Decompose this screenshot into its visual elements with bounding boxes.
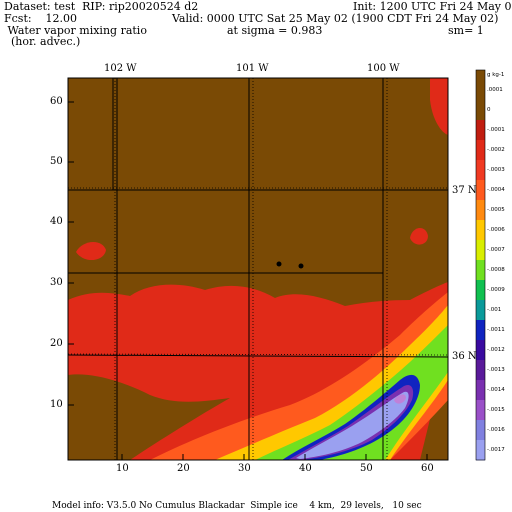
legend-label: -.0004 [487,187,505,193]
x-tick-label: 30 [238,463,251,474]
station-dot [298,263,304,269]
init-time: Init: 1200 UTC Fri 24 May 02 [353,0,512,13]
legend-swatch [476,360,485,381]
legend-color-bar [476,70,485,461]
legend-swatch [476,120,485,141]
y-tick-label: 30 [50,277,63,288]
legend-label: -.0007 [487,247,505,253]
longitude-label-102w: 102 W [104,63,137,74]
dataset-line: Dataset: test RIP: rip20020524 d2 [4,0,199,13]
legend-swatch [476,240,485,261]
legend-label: -.0012 [487,347,505,353]
lavender-contour-region [296,391,409,459]
legend-label: -.0013 [487,367,505,373]
y-tick-label: 20 [50,338,63,349]
axis-ticks [68,101,428,460]
model-info: Model info: V3.5.0 No Cumulus Blackadar … [52,501,422,511]
legend-label: -.0016 [487,427,505,433]
legend-swatch [476,220,485,241]
legend-swatch [476,420,485,441]
latitude-label-36n: 36 N [452,351,477,362]
graticule-lines [68,78,448,460]
legend-label: 0 [487,107,491,113]
legend-swatch [476,380,485,401]
legend-label: -.0002 [487,147,505,153]
y-tick-label: 10 [50,399,63,410]
field-name: Water vapor mixing ratio [4,24,147,37]
x-tick-label: 10 [116,463,129,474]
legend-label: -.0006 [487,227,505,233]
legend-swatch [476,340,485,361]
legend-label: -.0005 [487,207,505,213]
legend-label: -.0015 [487,407,505,413]
y-tick-label: 60 [50,96,63,107]
legend-swatch [476,200,485,221]
legend-label: -.0011 [487,327,505,333]
green-contour-region [255,325,448,460]
red-contour-patch [76,241,106,261]
latitude-label-37n: 37 N [452,185,477,196]
x-tick-label: 40 [299,463,312,474]
blue-contour-region [282,374,420,460]
legend-label: -.0001 [487,127,505,133]
plot-frame [67,77,449,461]
legend-swatch [476,70,485,80]
longitude-label-100w: 100 W [367,63,400,74]
purple-contour-region [288,384,414,460]
red-contour-patch-east [410,227,428,245]
legend-label: -.0009 [487,287,505,293]
longitude-label-101w: 101 W [236,63,269,74]
x-tick-label: 60 [421,463,434,474]
field-subtitle: (hor. advec.) [4,35,81,48]
x-tick-label: 20 [177,463,190,474]
legend-label: -.001 [487,307,502,313]
legend-label: -.0008 [487,267,505,273]
sigma-level: at sigma = 0.983 [227,24,323,37]
magenta-core [394,394,406,404]
legend-label: .0001 [487,87,503,93]
legend-swatch [476,160,485,181]
legend-swatch [476,300,485,321]
valid-time: Valid: 0000 UTC Sat 25 May 02 (1900 CDT … [172,12,499,25]
y-tick-label: 50 [50,156,63,167]
legend-label: -.0014 [487,387,505,393]
legend-units: g kg-1 [487,72,505,78]
y-tick-label: 40 [50,216,63,227]
legend-frame [475,69,486,461]
legend-swatch [476,180,485,201]
legend-swatch [476,260,485,281]
legend-swatch [476,320,485,341]
smoothing: sm= 1 [448,24,484,37]
brown-intrusion [68,374,230,460]
legend-swatch [476,280,485,301]
legend-label: -.0003 [487,167,505,173]
legend-label: -.0017 [487,447,505,453]
forecast-hour: Fcst: 12.00 [4,12,78,25]
red-contour-patch-northeast [430,78,448,135]
legend-swatch [476,80,485,101]
legend-swatch [476,400,485,421]
legend-swatch [476,440,485,461]
station-dot [276,261,282,267]
boundary-lines [68,78,448,460]
legend-swatch [476,100,485,121]
x-tick-label: 50 [360,463,373,474]
legend-swatch [476,140,485,161]
